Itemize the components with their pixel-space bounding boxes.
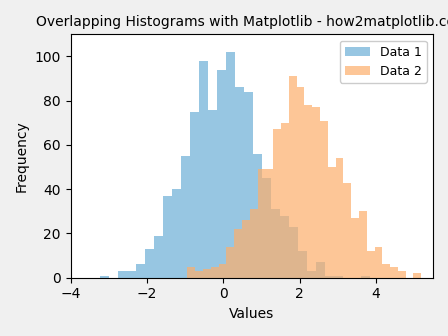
Bar (217, 70, 226, 278)
Bar (234, 229, 242, 278)
Bar (244, 92, 253, 278)
Bar (281, 123, 289, 278)
Y-axis label: Frequency: Frequency (15, 120, 29, 192)
Bar (172, 189, 181, 278)
Bar (199, 61, 208, 278)
Bar (195, 271, 203, 278)
Bar (127, 271, 136, 278)
Bar (343, 182, 351, 278)
Bar (219, 264, 226, 278)
Bar (262, 178, 271, 278)
Legend: Data 1, Data 2: Data 1, Data 2 (340, 41, 427, 83)
Bar (211, 267, 219, 278)
Bar (336, 158, 343, 278)
Bar (242, 220, 250, 278)
Bar (312, 107, 320, 278)
Bar (280, 216, 289, 278)
Bar (163, 196, 172, 278)
Bar (367, 251, 375, 278)
Title: Overlapping Histograms with Matplotlib - how2matplotlib.com: Overlapping Histograms with Matplotlib -… (35, 15, 448, 29)
Bar (375, 247, 382, 278)
Bar (226, 247, 234, 278)
Bar (414, 273, 421, 278)
Bar (359, 211, 367, 278)
Bar (154, 236, 163, 278)
Bar (265, 169, 273, 278)
Bar (398, 271, 406, 278)
Bar (99, 276, 108, 278)
Bar (382, 264, 390, 278)
Bar (316, 262, 325, 278)
Bar (235, 87, 244, 278)
Bar (226, 52, 235, 278)
Bar (390, 267, 398, 278)
Bar (258, 169, 265, 278)
Bar (203, 269, 211, 278)
Bar (208, 110, 217, 278)
Bar (307, 271, 316, 278)
Bar (253, 154, 262, 278)
Bar (297, 87, 304, 278)
Bar (289, 227, 298, 278)
Bar (250, 209, 258, 278)
Bar (334, 276, 343, 278)
Bar (320, 121, 328, 278)
Bar (136, 264, 145, 278)
Bar (298, 251, 307, 278)
Bar (187, 267, 195, 278)
Bar (304, 105, 312, 278)
Bar (118, 271, 127, 278)
Bar (289, 76, 297, 278)
Bar (361, 276, 370, 278)
Bar (273, 129, 281, 278)
Bar (271, 209, 280, 278)
Bar (190, 112, 199, 278)
Bar (325, 276, 334, 278)
Bar (328, 167, 336, 278)
X-axis label: Values: Values (229, 307, 275, 321)
Bar (181, 156, 190, 278)
Bar (351, 218, 359, 278)
Bar (145, 249, 154, 278)
